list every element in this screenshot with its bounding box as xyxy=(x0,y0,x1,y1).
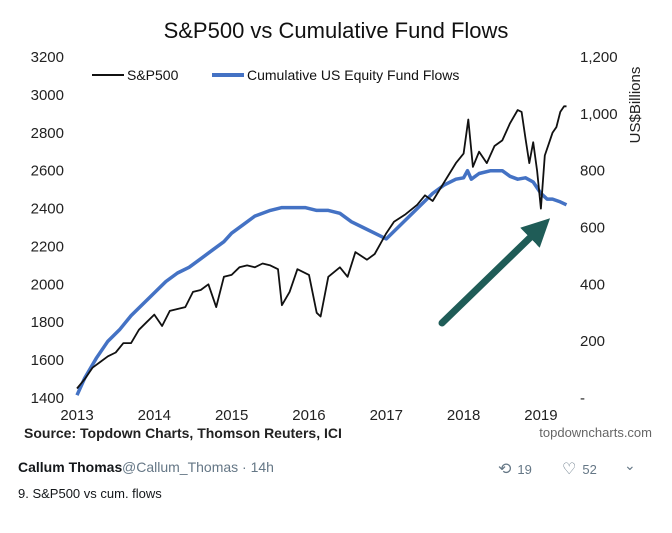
legend-sp500-label: S&P500 xyxy=(127,67,179,83)
y-right-tick-label: 1,200 xyxy=(580,49,618,66)
like-count: 52 xyxy=(582,461,597,477)
heart-icon: ♡ xyxy=(562,461,577,478)
y-left-tick-label: 2200 xyxy=(31,238,64,255)
y-left-tick-label: 2400 xyxy=(31,201,64,218)
chart-source: Source: Topdown Charts, Thomson Reuters,… xyxy=(24,425,342,441)
y-right-tick-label: 1,000 xyxy=(580,106,618,123)
y-left-tick-label: 2800 xyxy=(31,125,64,142)
x-axis-ticks: 2013 2014 2015 2016 2017 2018 2019 xyxy=(60,407,557,424)
y-right-tick-label: 200 xyxy=(580,333,605,350)
y-left-tick-label: 2000 xyxy=(31,276,64,293)
x-tick-label: 2016 xyxy=(292,407,325,424)
chart-title: S&P500 vs Cumulative Fund Flows xyxy=(164,18,509,43)
chart-watermark: topdowncharts.com xyxy=(539,425,652,440)
tweet-text: 9. S&P500 vs cum. flows xyxy=(18,486,162,501)
retweet-icon: ⟲ xyxy=(498,461,512,478)
retweet-button[interactable]: ⟲ 19 xyxy=(498,459,532,479)
x-tick-label: 2019 xyxy=(524,407,557,424)
x-tick-label: 2015 xyxy=(215,407,248,424)
x-tick-label: 2017 xyxy=(370,407,403,424)
y-left-tick-label: 2600 xyxy=(31,163,64,180)
legend: S&P500 Cumulative US Equity Fund Flows xyxy=(92,67,459,83)
tweet-author[interactable]: Callum Thomas xyxy=(18,459,123,475)
y-left-tick-label: 3000 xyxy=(31,87,64,104)
y-right-tick-label: 800 xyxy=(580,163,605,180)
tweet-handle-time[interactable]: @Callum_Thomas · 14h xyxy=(122,459,274,475)
tweet-bar: Callum Thomas @Callum_Thomas · 14h ⟲ 19 … xyxy=(0,450,672,533)
y-right-axis-label: US$Billions xyxy=(627,67,644,144)
chart-panel: S&P500 vs Cumulative Fund Flows S&P500 C… xyxy=(24,18,652,441)
annotation-arrow xyxy=(438,218,551,327)
y-left-tick-label: 1400 xyxy=(31,390,64,407)
x-tick-label: 2013 xyxy=(60,407,93,424)
chart-svg: S&P500 vs Cumulative Fund Flows S&P500 C… xyxy=(24,18,652,441)
y-right-tick-label: 600 xyxy=(580,220,605,237)
y-right-axis-ticks: 1,200 1,000 800 600 400 200 - xyxy=(580,49,618,407)
legend-fund-flows-label: Cumulative US Equity Fund Flows xyxy=(247,67,459,83)
y-left-axis-ticks: 3200 3000 2800 2600 2400 2200 2000 1800 1600 1400 xyxy=(31,49,64,407)
series-line-fund-flows xyxy=(75,168,568,396)
x-tick-label: 2018 xyxy=(447,407,480,424)
retweet-count: 19 xyxy=(517,461,532,477)
like-button[interactable]: ♡ 52 xyxy=(562,459,597,479)
series-line-sp500 xyxy=(76,105,567,390)
x-tick-label: 2014 xyxy=(138,407,171,424)
y-left-tick-label: 1600 xyxy=(31,352,64,369)
y-left-tick-label: 1800 xyxy=(31,314,64,331)
y-right-tick-label: 400 xyxy=(580,276,605,293)
chevron-down-icon[interactable]: ⌄ xyxy=(624,457,636,473)
y-left-tick-label: 3200 xyxy=(31,49,64,66)
y-right-tick-label: - xyxy=(580,390,585,407)
